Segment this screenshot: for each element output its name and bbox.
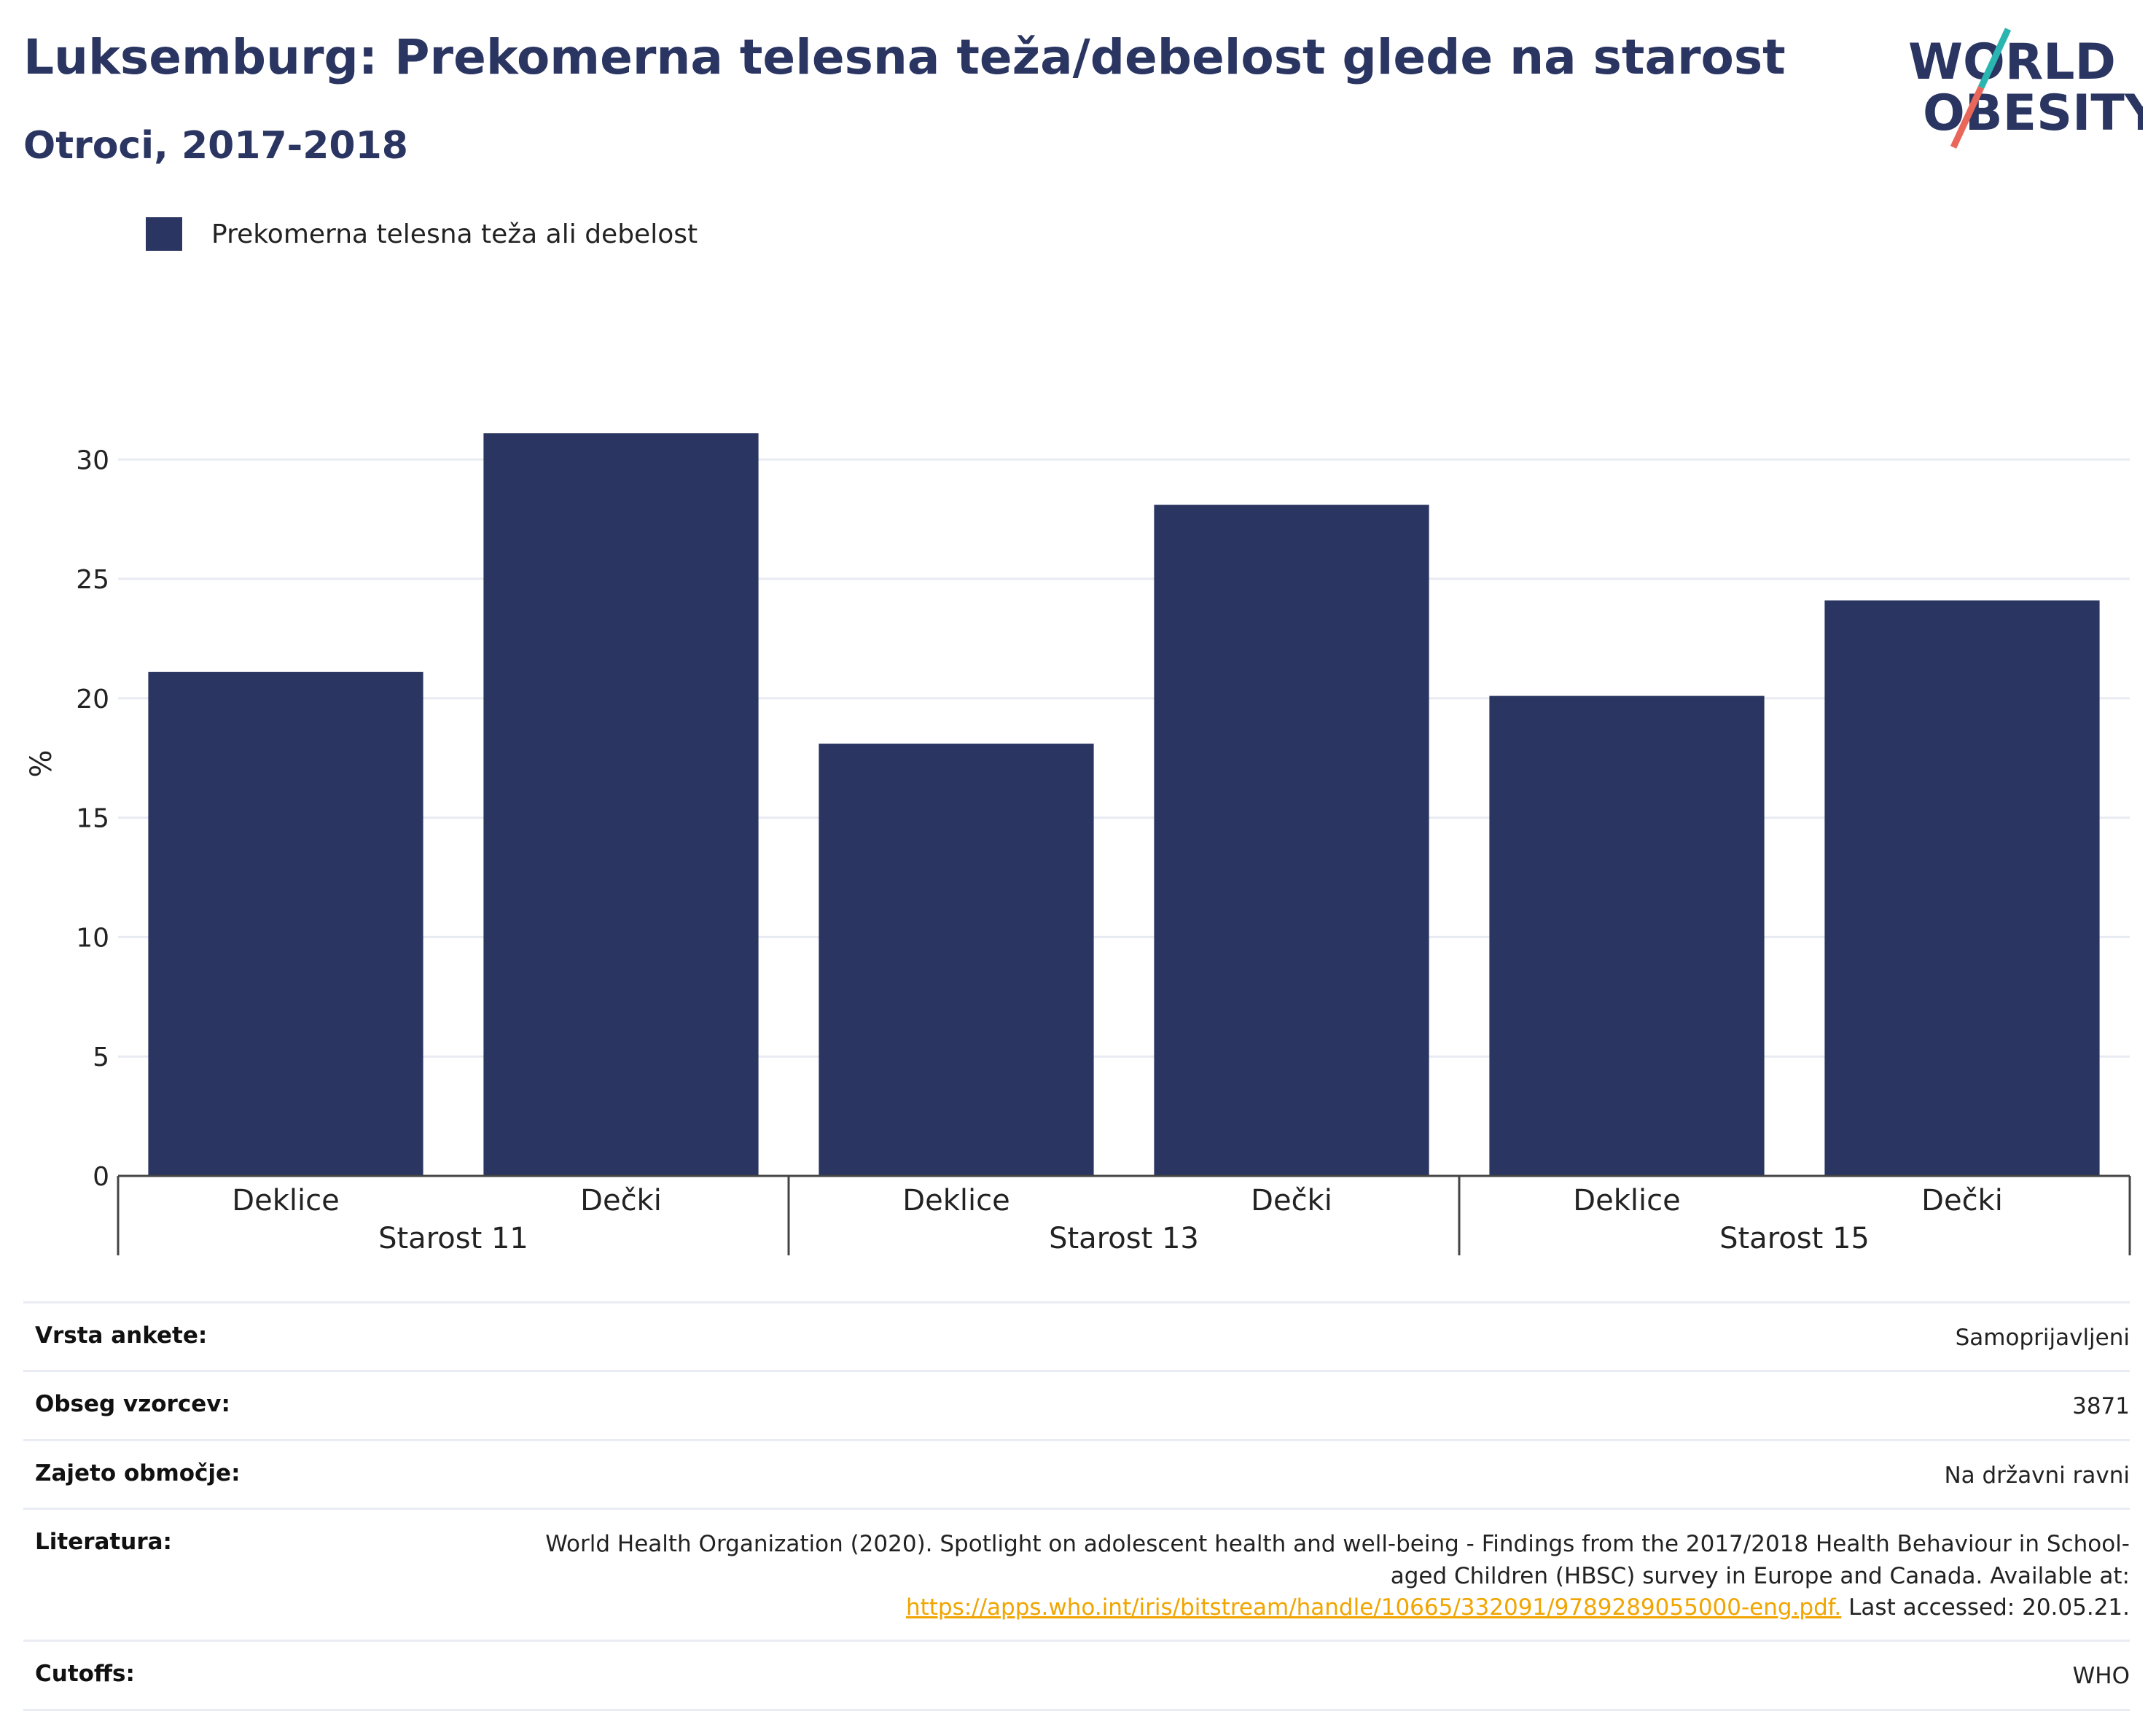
reference-accessed: Last accessed: 20.05.21. bbox=[1848, 1594, 2130, 1621]
bar bbox=[1489, 695, 1765, 1176]
x-axis: Deklice Dečki Deklice Dečki Deklice Dečki Star… bbox=[117, 1174, 2131, 1255]
x-category-label: Dečki bbox=[1251, 1184, 1332, 1217]
info-row-reference: Literatura: World Health Organization (2… bbox=[23, 1508, 2130, 1640]
info-value: Na državni ravni bbox=[1944, 1462, 2130, 1489]
info-row-survey-type: Vrsta ankete: Samoprijavljeni bbox=[23, 1301, 2130, 1370]
y-tick-label: 30 bbox=[76, 445, 109, 475]
x-category-label: Deklice bbox=[1573, 1184, 1680, 1217]
logo-line1: WORLD bbox=[1908, 34, 2116, 91]
x-category-label: Dečki bbox=[580, 1184, 662, 1217]
info-value: WHO bbox=[2072, 1663, 2130, 1690]
bar bbox=[1824, 600, 2100, 1176]
x-category-label: Deklice bbox=[902, 1184, 1009, 1217]
info-row-cutoffs: Cutoffs: WHO bbox=[23, 1640, 2130, 1711]
info-key: Literatura: bbox=[35, 1529, 172, 1556]
y-tick-label: 0 bbox=[93, 1162, 109, 1192]
logo-slash-teal bbox=[1977, 28, 2012, 89]
logo-slash-red bbox=[1950, 86, 1985, 149]
grid-lines bbox=[118, 458, 2130, 1058]
info-key: Cutoffs: bbox=[35, 1661, 135, 1688]
info-table: Vrsta ankete: Samoprijavljeni Obseg vzor… bbox=[23, 1301, 2130, 1711]
info-key: Obseg vzorcev: bbox=[35, 1391, 230, 1418]
bars bbox=[148, 433, 2100, 1176]
bar bbox=[819, 744, 1094, 1176]
x-group-label: Starost 15 bbox=[1719, 1222, 1870, 1255]
bar bbox=[1154, 504, 1429, 1176]
legend-swatch bbox=[146, 217, 182, 251]
y-axis-label: % bbox=[25, 749, 58, 777]
info-value: World Health Organization (2020). Spotli… bbox=[526, 1529, 2130, 1624]
bar bbox=[148, 671, 423, 1176]
x-group-label: Starost 13 bbox=[1049, 1222, 1199, 1255]
reference-link[interactable]: https://apps.who.int/iris/bitstream/hand… bbox=[905, 1594, 1842, 1621]
info-value: Samoprijavljeni bbox=[1955, 1325, 2130, 1351]
y-tick-label: 15 bbox=[76, 804, 109, 834]
bar bbox=[483, 433, 759, 1176]
chart-title: Luksemburg: Prekomerna telesna teža/debe… bbox=[23, 29, 1786, 85]
legend-label: Prekomerna telesna teža ali debelost bbox=[211, 219, 698, 249]
y-tick-label: 10 bbox=[76, 923, 109, 953]
y-tick-label: 20 bbox=[76, 685, 109, 714]
x-group-label: Starost 11 bbox=[378, 1222, 528, 1255]
info-row-sample-size: Obseg vzorcev: 3871 bbox=[23, 1370, 2130, 1438]
y-tick-label: 5 bbox=[93, 1042, 109, 1072]
x-category-label: Dečki bbox=[1921, 1184, 2003, 1217]
info-value: 3871 bbox=[2072, 1393, 2130, 1420]
y-tick-labels: 0 5 10 15 20 25 30 bbox=[76, 445, 109, 1192]
reference-text: World Health Organization (2020). Spotli… bbox=[545, 1531, 2130, 1589]
info-key: Zajeto območje: bbox=[35, 1459, 241, 1486]
world-obesity-logo: WORLD OBESITY bbox=[1908, 28, 2143, 149]
legend: Prekomerna telesna teža ali debelost bbox=[146, 217, 698, 251]
chart-subtitle: Otroci, 2017-2018 bbox=[23, 124, 408, 168]
y-tick-label: 25 bbox=[76, 565, 109, 595]
x-category-label: Deklice bbox=[232, 1184, 339, 1217]
info-row-coverage: Zajeto območje: Na državni ravni bbox=[23, 1438, 2130, 1508]
info-key: Vrsta ankete: bbox=[35, 1322, 208, 1349]
